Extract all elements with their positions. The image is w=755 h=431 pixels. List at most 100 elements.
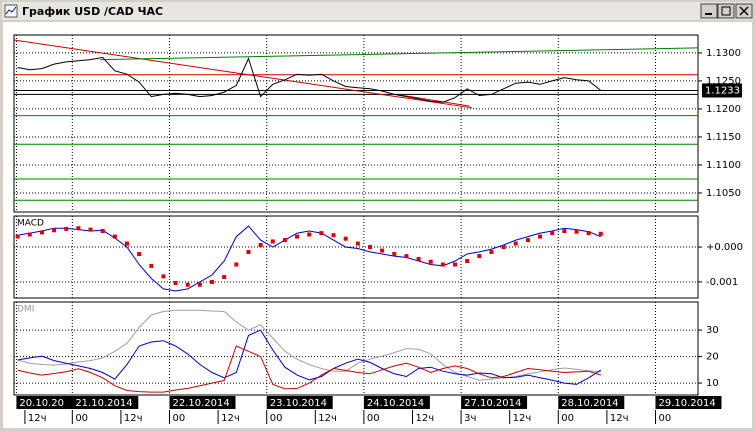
- signal-marker: [416, 256, 421, 261]
- signal-marker: [295, 234, 300, 239]
- panel-plot: [14, 302, 698, 395]
- signal-marker: [355, 241, 360, 246]
- signal-marker: [161, 274, 166, 279]
- signal-marker: [137, 252, 142, 257]
- date-label-box: [655, 396, 722, 409]
- signal-marker: [27, 232, 32, 237]
- hour-label: 00: [561, 413, 574, 424]
- date-label-box: [363, 396, 430, 409]
- signal-marker: [428, 259, 433, 264]
- signal-marker: [525, 238, 530, 243]
- date-label-box: [169, 396, 236, 409]
- y-tick-label: 1.1150: [706, 132, 741, 143]
- signal-marker: [258, 242, 263, 247]
- signal-marker: [149, 263, 154, 268]
- signal-marker: [52, 228, 57, 233]
- hour-label: 12ч: [221, 413, 240, 424]
- last-value-label: 1.1233: [705, 85, 740, 96]
- signal-marker: [465, 259, 470, 264]
- signal-marker: [246, 249, 251, 254]
- y-tick-label: 10: [706, 378, 719, 389]
- date-label: 20.10.20: [19, 398, 64, 409]
- date-label-box: [461, 396, 528, 409]
- signal-marker: [598, 231, 603, 236]
- signal-marker: [210, 279, 215, 284]
- signal-marker: [222, 275, 227, 280]
- y-tick-label: -0.001: [706, 277, 738, 288]
- signal-marker: [489, 249, 494, 254]
- trend-line: [400, 94, 470, 107]
- window-title: График USD /CAD ЧАС: [22, 5, 163, 18]
- signal-marker: [392, 252, 397, 257]
- signal-marker: [270, 239, 275, 244]
- y-tick-label: 1.1100: [706, 160, 741, 171]
- signal-marker: [343, 236, 348, 241]
- date-label-box: [558, 396, 625, 409]
- trend-line: [14, 39, 473, 109]
- series-line: [17, 329, 602, 385]
- signal-marker: [367, 245, 372, 250]
- signal-marker: [15, 234, 20, 239]
- signal-marker: [282, 238, 287, 243]
- hour-label: 12ч: [610, 413, 629, 424]
- signal-marker: [185, 282, 190, 287]
- date-label-box: [16, 396, 83, 409]
- hour-label: 12ч: [318, 413, 337, 424]
- hour-label: 12ч: [124, 413, 143, 424]
- hour-label: 00: [270, 413, 283, 424]
- signal-marker: [124, 241, 129, 246]
- signal-marker: [550, 231, 555, 236]
- panel-frame: [13, 34, 699, 213]
- close-button[interactable]: [735, 3, 753, 19]
- y-tick-label: 1.1300: [706, 48, 741, 59]
- signal-marker: [440, 262, 445, 267]
- signal-marker: [331, 233, 336, 238]
- date-label-box: [266, 396, 333, 409]
- title-bar: [2, 2, 753, 20]
- maximize-button[interactable]: [717, 3, 735, 19]
- signal-marker: [88, 227, 93, 232]
- series-line: [17, 56, 602, 103]
- panel-plot: [14, 216, 698, 298]
- hour-label: 00: [75, 413, 88, 424]
- date-label: 27.10.2014: [464, 398, 521, 409]
- date-label: 29.10.2014: [658, 398, 715, 409]
- panel-plot: [14, 35, 698, 212]
- last-value-box: [702, 83, 742, 98]
- signal-marker: [76, 226, 81, 231]
- signal-marker: [234, 262, 239, 267]
- signal-marker: [404, 254, 409, 259]
- signal-marker: [513, 241, 518, 246]
- date-label: 22.10.2014: [173, 398, 230, 409]
- panel-frame: [13, 301, 699, 396]
- date-label: 24.10.2014: [367, 398, 424, 409]
- hour-label: 00: [367, 413, 380, 424]
- date-label: 28.10.2014: [561, 398, 618, 409]
- signal-marker: [112, 234, 117, 239]
- hour-label: 12ч: [28, 413, 47, 424]
- date-label: 21.10.2014: [75, 398, 132, 409]
- hour-label: 12ч: [513, 413, 532, 424]
- hour-label: 12ч: [415, 413, 434, 424]
- y-tick-label: +0.000: [706, 242, 743, 253]
- signal-marker: [574, 229, 579, 234]
- trend-line: [100, 47, 698, 61]
- minimize-button[interactable]: [700, 3, 718, 19]
- signal-marker: [453, 262, 458, 267]
- hour-label: 00: [173, 413, 186, 424]
- date-label-box: [72, 396, 139, 409]
- signal-marker: [538, 234, 543, 239]
- signal-marker: [586, 231, 591, 236]
- hour-label: 3ч: [464, 413, 476, 424]
- y-tick-label: 1.1200: [706, 104, 741, 115]
- window-icon-glyph: [5, 6, 17, 15]
- signal-marker: [197, 282, 202, 287]
- signal-marker: [501, 245, 506, 250]
- y-tick-label: 1.1250: [706, 76, 741, 87]
- signal-marker: [100, 229, 105, 234]
- signal-marker: [477, 254, 482, 259]
- y-tick-label: 30: [706, 325, 719, 336]
- signal-marker: [173, 280, 178, 285]
- panel-title: MACD: [17, 219, 44, 229]
